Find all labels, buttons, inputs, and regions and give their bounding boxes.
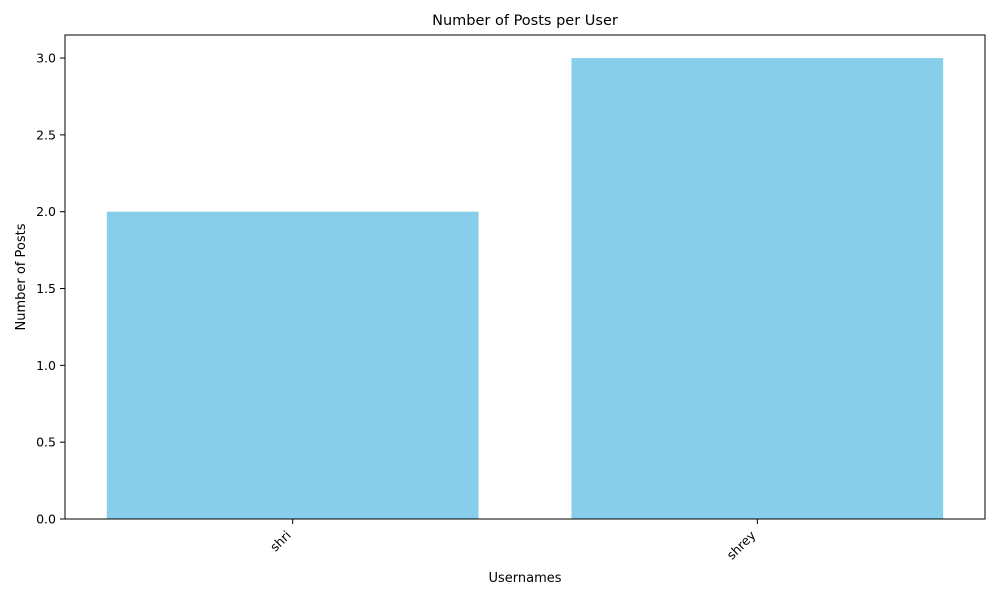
y-tick-label: 2.0 [36,204,56,219]
y-tick-label: 0.0 [36,512,56,527]
bar-shrey [571,58,944,520]
plot-frame [64,34,986,520]
x-axis-label: Usernames [488,571,561,586]
x-axis: shri shrey [267,519,759,562]
y-tick-label: 0.5 [36,435,56,450]
y-axis: 0.0 0.5 1.0 1.5 2.0 2.5 3.0 [36,51,65,527]
x-tick-label-shrey: shrey [724,527,759,562]
y-tick-label: 1.5 [36,281,56,296]
y-tick-label: 2.5 [36,127,56,142]
chart-title: Number of Posts per User [432,13,618,29]
x-tick-label-shri: shri [267,528,294,555]
y-tick-label: 3.0 [36,51,56,66]
y-tick-label: 1.0 [36,358,56,373]
bars [106,58,944,520]
y-axis-label: Number of Posts [14,223,29,330]
bar-shri [106,211,479,519]
